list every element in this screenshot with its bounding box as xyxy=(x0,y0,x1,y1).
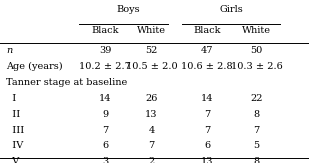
Text: Black: Black xyxy=(193,26,221,35)
Text: 50: 50 xyxy=(250,46,263,55)
Text: I: I xyxy=(6,94,16,103)
Text: 6: 6 xyxy=(102,141,108,150)
Text: 8: 8 xyxy=(253,110,260,119)
Text: V: V xyxy=(6,157,19,163)
Text: III: III xyxy=(6,126,24,134)
Text: 3: 3 xyxy=(102,157,108,163)
Text: 7: 7 xyxy=(253,126,260,134)
Text: 5: 5 xyxy=(253,141,260,150)
Text: 4: 4 xyxy=(148,126,154,134)
Text: 7: 7 xyxy=(204,110,210,119)
Text: 22: 22 xyxy=(250,94,263,103)
Text: 13: 13 xyxy=(145,110,158,119)
Text: 14: 14 xyxy=(99,94,111,103)
Text: 14: 14 xyxy=(201,94,213,103)
Text: 7: 7 xyxy=(102,126,108,134)
Text: 52: 52 xyxy=(145,46,158,55)
Text: 10.3 ± 2.6: 10.3 ± 2.6 xyxy=(231,62,282,71)
Text: 26: 26 xyxy=(145,94,158,103)
Text: 13: 13 xyxy=(201,157,213,163)
Text: II: II xyxy=(6,110,20,119)
Text: 2: 2 xyxy=(148,157,154,163)
Text: 47: 47 xyxy=(201,46,213,55)
Text: Age (years): Age (years) xyxy=(6,62,63,71)
Text: 7: 7 xyxy=(148,141,154,150)
Text: 6: 6 xyxy=(204,141,210,150)
Text: IV: IV xyxy=(6,141,23,150)
Text: 39: 39 xyxy=(99,46,111,55)
Text: White: White xyxy=(137,26,166,35)
Text: 10.5 ± 2.0: 10.5 ± 2.0 xyxy=(125,62,177,71)
Text: 10.6 ± 2.8: 10.6 ± 2.8 xyxy=(181,62,233,71)
Text: n: n xyxy=(6,46,12,55)
Text: 9: 9 xyxy=(102,110,108,119)
Text: White: White xyxy=(242,26,271,35)
Text: 8: 8 xyxy=(253,157,260,163)
Text: 10.2 ± 2.7: 10.2 ± 2.7 xyxy=(79,62,131,71)
Text: 7: 7 xyxy=(204,126,210,134)
Text: Tanner stage at baseline: Tanner stage at baseline xyxy=(6,78,127,87)
Text: Girls: Girls xyxy=(220,5,243,14)
Text: Black: Black xyxy=(91,26,119,35)
Text: Boys: Boys xyxy=(116,5,140,14)
